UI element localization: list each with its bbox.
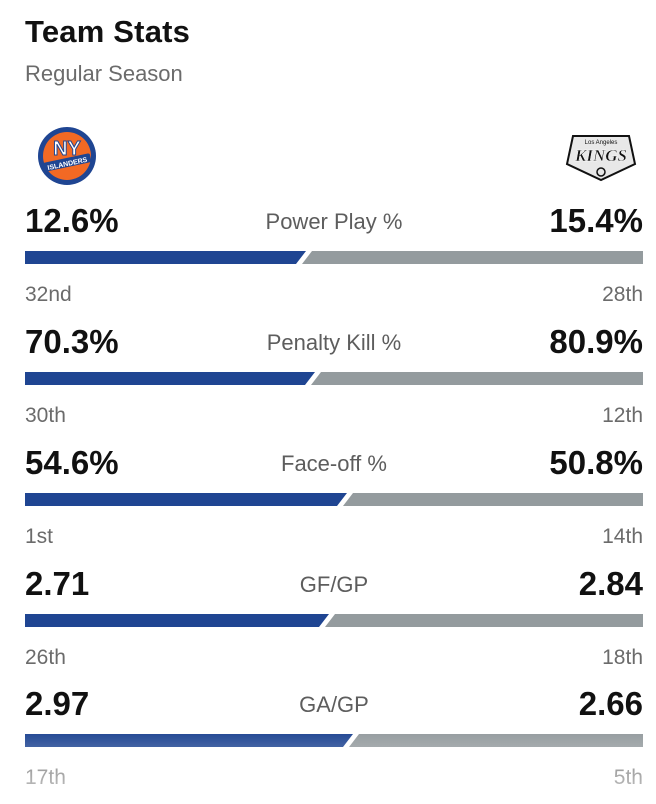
right-team-value: 2.66: [578, 685, 643, 722]
right-team-rank: 18th: [602, 646, 643, 669]
comparison-bar: [25, 493, 643, 506]
left-team-bar: [25, 734, 353, 747]
left-team-rank: 17th: [25, 766, 66, 789]
right-team-bar: [325, 614, 643, 627]
right-team-value: 80.9%: [549, 323, 643, 360]
right-team-value: 50.8%: [549, 444, 643, 481]
svg-text:KINGS: KINGS: [574, 146, 627, 165]
left-team-rank: 32nd: [25, 283, 72, 306]
stat-label: Face-off %: [281, 451, 387, 476]
right-team-bar: [343, 493, 643, 506]
comparison-bar: [25, 372, 643, 385]
left-team-value: 2.97: [25, 685, 90, 722]
right-team-rank: 14th: [602, 525, 643, 548]
left-team-bar: [25, 493, 347, 506]
right-team-value: 15.4%: [549, 202, 643, 239]
right-team-bar: [302, 251, 643, 264]
stat-label: GF/GP: [299, 572, 369, 597]
stat-row: 12.6% Power Play % 15.4% 32nd 28th: [25, 201, 643, 321]
season-subtitle: Regular Season: [25, 61, 183, 86]
left-team-value: 2.71: [25, 565, 90, 602]
kings-logo-icon: Los Angeles KINGS: [563, 128, 639, 182]
left-team-rank: 30th: [25, 404, 66, 427]
stat-row: 2.97 GA/GP 2.66 17th 5th: [25, 684, 643, 804]
stat-row: 2.71 GF/GP 2.84 26th 18th: [25, 564, 643, 684]
stat-label: Power Play %: [265, 209, 403, 234]
right-team-bar: [311, 372, 643, 385]
svg-text:NY: NY: [53, 138, 81, 160]
right-team-rank: 5th: [613, 766, 643, 789]
left-team-rank: 1st: [25, 525, 54, 548]
comparison-bar: [25, 734, 643, 747]
stat-label: Penalty Kill %: [266, 330, 402, 355]
right-team-rank: 28th: [602, 283, 643, 306]
comparison-bar: [25, 251, 643, 264]
left-team-bar: [25, 372, 315, 385]
svg-text:Los Angeles: Los Angeles: [585, 140, 618, 146]
comparison-bar: [25, 614, 643, 627]
stat-label: GA/GP: [299, 692, 369, 717]
stat-row: 54.6% Face-off % 50.8% 1st 14th: [25, 443, 643, 563]
left-team-bar: [25, 614, 329, 627]
right-team-value: 2.84: [578, 565, 643, 602]
right-team-bar: [349, 734, 643, 747]
islanders-logo-icon: NY ISLANDERS: [37, 126, 97, 186]
left-team-value: 70.3%: [25, 323, 119, 360]
left-team-value: 54.6%: [25, 444, 119, 481]
right-team-rank: 12th: [602, 404, 643, 427]
left-team-bar: [25, 251, 306, 264]
page-title: Team Stats: [25, 14, 191, 49]
left-team-value: 12.6%: [25, 202, 119, 239]
left-team-rank: 26th: [25, 646, 66, 669]
stat-row: 70.3% Penalty Kill % 80.9% 30th 12th: [25, 322, 643, 442]
